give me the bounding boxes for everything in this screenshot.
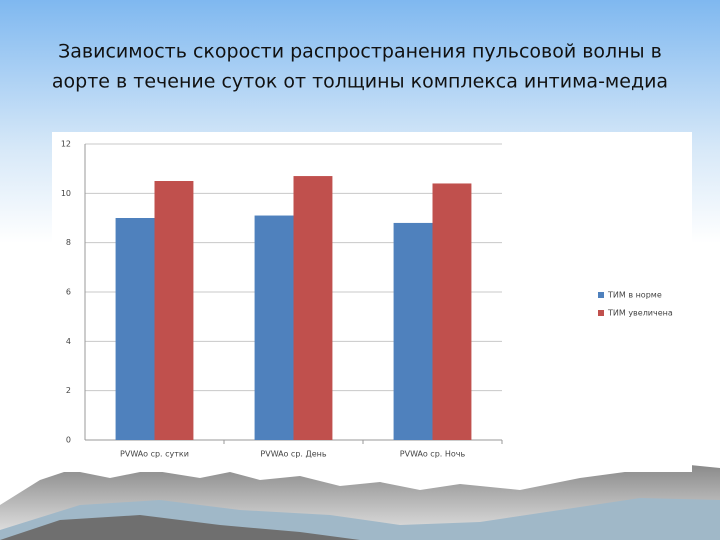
- y-tick-label: 0: [66, 436, 71, 445]
- y-tick-label: 4: [66, 337, 71, 346]
- legend-swatch: [598, 292, 604, 298]
- title-line: аорте в течение суток от толщины комплек…: [52, 71, 668, 93]
- legend-label: ТИМ увеличена: [607, 309, 673, 318]
- x-tick-label: PVWAo ср. День: [260, 450, 327, 459]
- bar: [115, 218, 155, 440]
- y-tick-label: 2: [66, 386, 71, 395]
- y-tick-label: 12: [61, 140, 71, 149]
- y-tick-label: 10: [61, 189, 71, 198]
- bar: [432, 183, 472, 440]
- legend-label: ТИМ в норме: [607, 291, 662, 300]
- mountain: [0, 515, 360, 540]
- bar: [393, 222, 433, 440]
- y-tick-label: 8: [66, 238, 71, 247]
- bar: [254, 215, 294, 440]
- title-line: Зависимость скорости распространения пул…: [58, 41, 662, 63]
- mountains: [0, 465, 720, 540]
- x-tick-label: PVWAo ср. Ночь: [400, 450, 466, 459]
- chart: 0 2 4 6 8 10 12 PVWAo ср. сутки PVWAo ср. День PV…: [61, 140, 673, 459]
- y-tick-label: 6: [66, 288, 71, 297]
- x-tick-label: PVWAo ср. сутки: [120, 450, 189, 459]
- bar: [293, 176, 333, 441]
- bar: [154, 181, 194, 440]
- legend-swatch: [598, 310, 604, 316]
